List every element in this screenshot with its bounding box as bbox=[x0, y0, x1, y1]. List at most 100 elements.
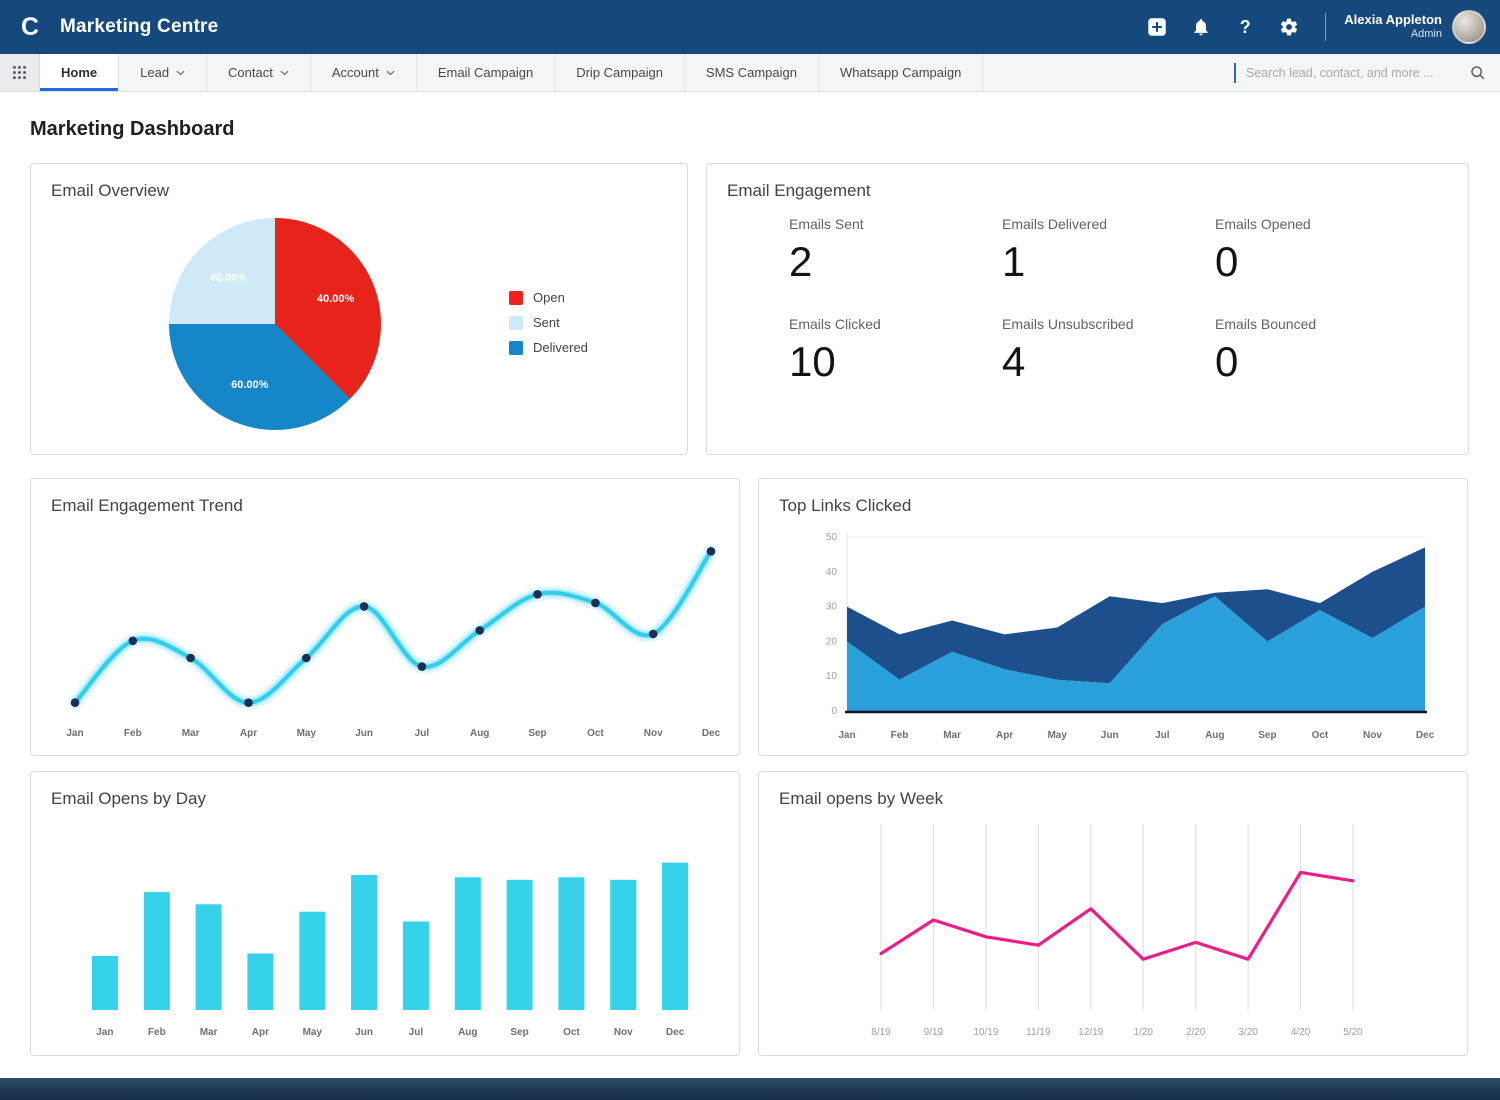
svg-text:Mar: Mar bbox=[200, 1027, 218, 1038]
avatar[interactable] bbox=[1452, 10, 1486, 44]
tab-sms-campaign[interactable]: SMS Campaign bbox=[685, 54, 819, 91]
email-engagement-card: Email Engagement Emails Sent 2 Emails Deli… bbox=[706, 163, 1469, 455]
svg-text:0: 0 bbox=[831, 706, 837, 717]
svg-text:Jan: Jan bbox=[838, 730, 855, 741]
metric-label: Emails Clicked bbox=[789, 316, 881, 332]
grid-icon bbox=[12, 65, 27, 80]
legend-item-open: Open bbox=[509, 290, 588, 305]
page-title: Marketing Dashboard bbox=[30, 118, 235, 140]
help-button[interactable]: ? bbox=[1227, 9, 1263, 45]
svg-text:11/19: 11/19 bbox=[1026, 1027, 1051, 1038]
metric-label: Emails Delivered bbox=[1002, 216, 1108, 232]
bottom-bar bbox=[0, 1078, 1500, 1100]
svg-text:Dec: Dec bbox=[666, 1027, 685, 1038]
svg-text:Jun: Jun bbox=[355, 1027, 373, 1038]
metric-emails-unsubscribed: Emails Unsubscribed 4 bbox=[1002, 316, 1215, 386]
svg-text:20: 20 bbox=[826, 636, 838, 647]
legend-label: Delivered bbox=[533, 340, 588, 355]
email-opens-by-day-card: Email Opens by Day Jan Feb Mar Apr May Jun Jul… bbox=[30, 771, 740, 1056]
card-title: Email Overview bbox=[51, 181, 170, 200]
svg-text:Aug: Aug bbox=[470, 728, 489, 739]
svg-text:Oct: Oct bbox=[563, 1027, 580, 1038]
user-text: Alexia Appleton Admin bbox=[1344, 12, 1442, 42]
svg-text:10: 10 bbox=[826, 671, 838, 682]
tab-drip-campaign[interactable]: Drip Campaign bbox=[555, 54, 685, 91]
tab-email-campaign[interactable]: Email Campaign bbox=[417, 54, 556, 91]
tab-label: Whatsapp Campaign bbox=[839, 65, 962, 80]
svg-text:Feb: Feb bbox=[124, 728, 142, 739]
app-logo[interactable]: C bbox=[20, 12, 40, 41]
svg-text:Nov: Nov bbox=[644, 728, 663, 739]
engagement-metrics: Emails Sent 2 Emails Delivered 1 Emails Open… bbox=[789, 216, 1428, 386]
metric-emails-opened: Emails Opened 0 bbox=[1215, 216, 1428, 286]
help-icon: ? bbox=[1239, 16, 1251, 37]
tab-contact[interactable]: Contact bbox=[207, 54, 311, 91]
svg-text:Apr: Apr bbox=[996, 730, 1013, 741]
svg-text:Sep: Sep bbox=[528, 728, 546, 739]
add-button[interactable] bbox=[1139, 9, 1175, 45]
card-title: Top Links Clicked bbox=[779, 496, 912, 515]
chevron-down-icon bbox=[386, 70, 395, 75]
metric-value: 1 bbox=[1002, 238, 1026, 285]
engagement-trend-chart: Jan Feb Mar Apr May Jun Jul Aug Sep Oct Nov Dec bbox=[39, 525, 731, 747]
tab-whatsapp-campaign[interactable]: Whatsapp Campaign bbox=[819, 54, 984, 91]
tab-home[interactable]: Home bbox=[40, 54, 120, 91]
card-title: Email Opens by Day bbox=[51, 789, 206, 808]
settings-button[interactable] bbox=[1271, 9, 1307, 45]
search-icon[interactable] bbox=[1469, 64, 1486, 81]
svg-text:Dec: Dec bbox=[702, 728, 721, 739]
svg-text:Mar: Mar bbox=[943, 730, 961, 741]
svg-text:Nov: Nov bbox=[1363, 730, 1382, 741]
card-title: Email Engagement bbox=[727, 181, 871, 200]
svg-text:Jun: Jun bbox=[355, 728, 373, 739]
email-overview-card: Email Overview 40.00% 60.00% 40.00% Open Se… bbox=[30, 163, 688, 455]
main-nav: Home Lead Contact Account Email Campaign Drip… bbox=[0, 54, 1500, 92]
topbar-divider bbox=[1325, 13, 1327, 41]
chevron-down-icon bbox=[176, 70, 185, 75]
svg-text:Oct: Oct bbox=[1312, 730, 1329, 741]
tab-account[interactable]: Account bbox=[311, 54, 417, 91]
tab-label: Contact bbox=[228, 65, 273, 80]
notifications-button[interactable] bbox=[1183, 9, 1219, 45]
svg-text:May: May bbox=[297, 728, 317, 739]
svg-text:2/20: 2/20 bbox=[1186, 1027, 1206, 1038]
svg-text:Oct: Oct bbox=[587, 728, 604, 739]
svg-text:9/19: 9/19 bbox=[924, 1027, 944, 1038]
pie-chart bbox=[169, 218, 381, 430]
legend-label: Open bbox=[533, 290, 565, 305]
metric-label: Emails Unsubscribed bbox=[1002, 316, 1134, 332]
metric-emails-sent: Emails Sent 2 bbox=[789, 216, 1002, 286]
metric-label: Emails Opened bbox=[1215, 216, 1311, 232]
svg-text:Jan: Jan bbox=[66, 728, 83, 739]
email-overview-pie-chart: 40.00% 60.00% 40.00% bbox=[169, 218, 381, 430]
top-bar: C Marketing Centre ? Alexia Appleton Adm… bbox=[0, 0, 1500, 54]
svg-text:30: 30 bbox=[826, 602, 838, 613]
search-bar[interactable] bbox=[1220, 54, 1500, 91]
svg-text:Aug: Aug bbox=[1205, 730, 1224, 741]
svg-text:1/20: 1/20 bbox=[1133, 1027, 1153, 1038]
opens-by-week-chart: 8/19 9/19 10/19 11/19 12/19 1/20 2/20 3/20 4/20 5… bbox=[759, 812, 1469, 1046]
svg-text:Jun: Jun bbox=[1101, 730, 1119, 741]
user-menu[interactable]: Alexia Appleton Admin bbox=[1344, 10, 1486, 44]
svg-text:Nov: Nov bbox=[614, 1027, 633, 1038]
pie-legend: Open Sent Delivered bbox=[509, 290, 588, 355]
legend-item-delivered: Delivered bbox=[509, 340, 588, 355]
search-input[interactable] bbox=[1246, 65, 1459, 80]
tab-label: Home bbox=[61, 65, 98, 80]
tab-label: SMS Campaign bbox=[705, 65, 797, 80]
user-role: Admin bbox=[1410, 28, 1442, 41]
svg-text:10/19: 10/19 bbox=[973, 1027, 998, 1038]
metric-emails-bounced: Emails Bounced 0 bbox=[1215, 316, 1428, 386]
svg-text:Apr: Apr bbox=[240, 728, 257, 739]
apps-grid-button[interactable] bbox=[0, 54, 40, 91]
pie-slice-label-open: 40.00% bbox=[316, 292, 355, 305]
svg-text:Apr: Apr bbox=[252, 1027, 269, 1038]
svg-text:Mar: Mar bbox=[182, 728, 200, 739]
card-title: Email opens by Week bbox=[779, 789, 944, 808]
metric-value: 2 bbox=[789, 238, 813, 285]
svg-text:5/20: 5/20 bbox=[1343, 1027, 1363, 1038]
tab-label: Email Campaign bbox=[437, 65, 534, 80]
metric-value: 4 bbox=[1002, 338, 1026, 385]
chevron-down-icon bbox=[280, 70, 289, 75]
tab-lead[interactable]: Lead bbox=[119, 54, 208, 91]
